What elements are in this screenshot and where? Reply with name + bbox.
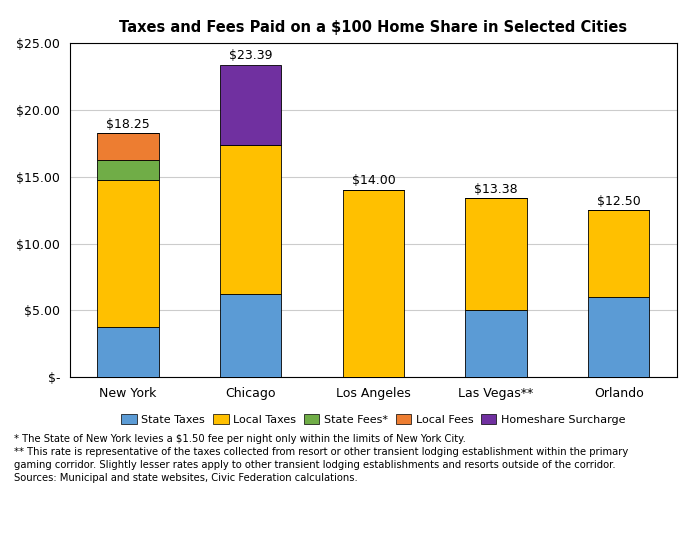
Bar <box>220 294 281 377</box>
Bar <box>98 180 158 327</box>
Title: Taxes and Fees Paid on a $100 Home Share in Selected Cities: Taxes and Fees Paid on a $100 Home Share… <box>119 20 628 35</box>
Bar <box>466 198 527 310</box>
Text: $14.00: $14.00 <box>352 175 395 188</box>
Bar <box>343 190 404 377</box>
Bar <box>98 133 158 160</box>
Legend: State Taxes, Local Taxes, State Fees*, Local Fees, Homeshare Surcharge: State Taxes, Local Taxes, State Fees*, L… <box>117 410 630 429</box>
Text: $13.38: $13.38 <box>475 183 518 196</box>
Bar <box>220 65 281 145</box>
Bar <box>220 145 281 294</box>
Text: $23.39: $23.39 <box>229 49 272 62</box>
Bar <box>588 210 649 297</box>
Bar <box>98 160 158 180</box>
Text: $12.50: $12.50 <box>597 195 641 208</box>
Bar <box>98 327 158 377</box>
Text: * The State of New York levies a $1.50 fee per night only within the limits of N: * The State of New York levies a $1.50 f… <box>14 434 628 483</box>
Text: $18.25: $18.25 <box>106 118 150 130</box>
Bar <box>466 310 527 377</box>
Bar <box>588 297 649 377</box>
